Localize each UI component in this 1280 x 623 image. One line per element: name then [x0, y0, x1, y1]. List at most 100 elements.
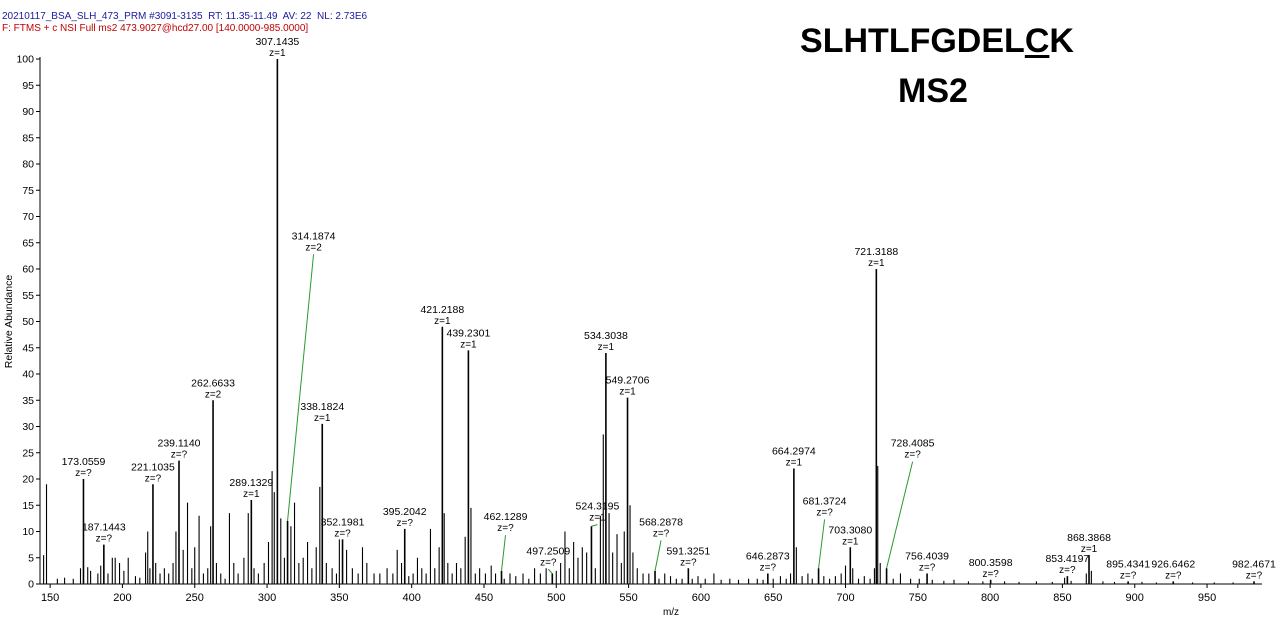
peak-charge-label: z=2 [205, 389, 222, 400]
peak-charge-label: z=1 [460, 339, 477, 350]
peptide-sequence: SLHTLFGDELCK [787, 22, 1087, 61]
peak-labels: 173.0559z=?187.1443z=?221.1035z=?239.114… [62, 36, 1276, 581]
x-tick-label: 550 [619, 592, 637, 604]
scan-header: 20210117_BSA_SLH_473_PRM #3091-3135 RT: … [2, 11, 368, 22]
y-tick-label: 85 [22, 132, 34, 144]
label-leader [547, 568, 553, 574]
peak-mz-label: 534.3038 [584, 330, 628, 342]
peak-charge-label: z=? [75, 468, 92, 479]
peak-charge-label: z=1 [589, 513, 606, 524]
y-tick-label: 30 [22, 421, 34, 433]
y-tick-label: 50 [22, 316, 34, 328]
peak-charge-label: z=1 [314, 413, 331, 424]
peak-charge-label: z=? [397, 518, 414, 529]
peak-charge-label: z=? [1165, 570, 1182, 581]
peak-mz-label: 173.0559 [62, 456, 106, 468]
x-tick-label: 700 [836, 592, 854, 604]
peak-charge-label: z=? [497, 523, 514, 534]
peak-charge-label: z=? [816, 507, 833, 518]
x-tick-label: 200 [113, 592, 131, 604]
peak-charge-label: z=? [1246, 570, 1263, 581]
peak-mz-label: 721.3188 [854, 246, 898, 258]
peak-mz-label: 524.3195 [576, 501, 620, 513]
y-tick-label: 25 [22, 447, 34, 459]
peak-mz-label: 462.1289 [484, 511, 528, 523]
peptide-suffix: K [1049, 22, 1074, 60]
peak-charge-label: z=? [919, 563, 936, 574]
peak-charge-label: z=? [1120, 570, 1137, 581]
peak-charge-label: z=1 [1081, 544, 1098, 555]
y-tick-label: 40 [22, 369, 34, 381]
peak-mz-label: 395.2042 [383, 506, 427, 518]
x-tick-label: 750 [909, 592, 927, 604]
peak-charge-label: z=? [760, 563, 777, 574]
x-tick-label: 350 [330, 592, 348, 604]
peak-mz-label: 338.1824 [300, 401, 344, 413]
peak-charge-label: z=? [96, 534, 113, 545]
y-tick-label: 95 [22, 80, 34, 92]
label-leader [886, 461, 914, 569]
label-leader [591, 524, 598, 527]
x-tick-label: 450 [475, 592, 493, 604]
peak-charge-label: z=1 [269, 48, 286, 59]
label-leader [818, 519, 826, 569]
peak-mz-label: 895.4341 [1106, 558, 1150, 570]
peak-mz-label: 314.1874 [292, 230, 336, 242]
peak-charge-label: z=? [1059, 565, 1076, 576]
y-tick-label: 75 [22, 185, 34, 197]
peak-mz-label: 307.1435 [255, 36, 299, 48]
label-leader [501, 535, 507, 571]
peak-mz-label: 868.3868 [1067, 532, 1111, 544]
x-tick-label: 500 [547, 592, 565, 604]
peak-charge-label: z=2 [305, 242, 322, 253]
label-leader [287, 254, 315, 522]
peak-charge-label: z=1 [868, 258, 885, 269]
filter-header: F: FTMS + c NSI Full ms2 473.9027@hcd27.… [2, 23, 309, 34]
x-tick-label: 900 [1126, 592, 1144, 604]
peak-charge-label: z=? [334, 528, 351, 539]
peak-mz-label: 187.1443 [82, 522, 126, 534]
x-tick-label: 300 [258, 592, 276, 604]
peak-charge-label: z=? [540, 557, 557, 568]
peak-charge-label: z=1 [842, 536, 859, 547]
label-leader [654, 540, 662, 571]
y-axis-title: Relative Abundance [3, 275, 15, 369]
y-tick-label: 80 [22, 159, 34, 171]
y-tick-label: 55 [22, 290, 34, 302]
peak-charge-label: z=1 [243, 489, 260, 500]
peak-mz-label: 239.1140 [157, 438, 200, 450]
peak-charge-label: z=? [904, 450, 921, 461]
x-axis-title: m/z [663, 607, 679, 618]
peak-mz-label: 646.2873 [746, 551, 790, 563]
peak-mz-label: 497.2509 [526, 545, 570, 557]
x-tick-label: 400 [402, 592, 420, 604]
peak-mz-label: 728.4085 [891, 438, 935, 450]
peak-mz-label: 982.4671 [1232, 558, 1276, 570]
x-tick-label: 950 [1198, 592, 1216, 604]
y-tick-label: 70 [22, 211, 34, 223]
peak-mz-label: 289.1329 [229, 477, 273, 489]
y-tick-label: 45 [22, 342, 34, 354]
x-tick-label: 650 [764, 592, 782, 604]
x-tick-label: 600 [692, 592, 710, 604]
y-tick-label: 90 [22, 106, 34, 118]
peak-mz-label: 262.6633 [191, 377, 235, 389]
axes: 0 5 10 15 20 25 30 35 40 45 50 55 60 65 70 75 80 85 90 95 10… [3, 54, 1262, 618]
peak-mz-label: 853.4197 [1045, 553, 1089, 565]
y-tick-label: 10 [22, 526, 34, 538]
peak-mz-label: 756.4039 [905, 551, 949, 563]
y-tick-label: 35 [22, 395, 34, 407]
peak-mz-label: 568.2878 [639, 516, 683, 528]
peak-mz-label: 800.3598 [969, 557, 1013, 569]
x-tick-label: 150 [41, 592, 59, 604]
peak-mz-label: 664.2974 [772, 446, 816, 458]
x-tick-label: 850 [1053, 592, 1071, 604]
peptide-modified-residue: C [1024, 22, 1050, 60]
peak-mz-label: 549.2706 [606, 375, 650, 387]
peak-charge-label: z=1 [598, 342, 615, 353]
peak-charge-label: z=? [145, 473, 162, 484]
peak-mz-label: 352.1981 [321, 516, 365, 528]
y-tick-label: 0 [28, 579, 34, 591]
y-tick-label: 60 [22, 264, 34, 276]
